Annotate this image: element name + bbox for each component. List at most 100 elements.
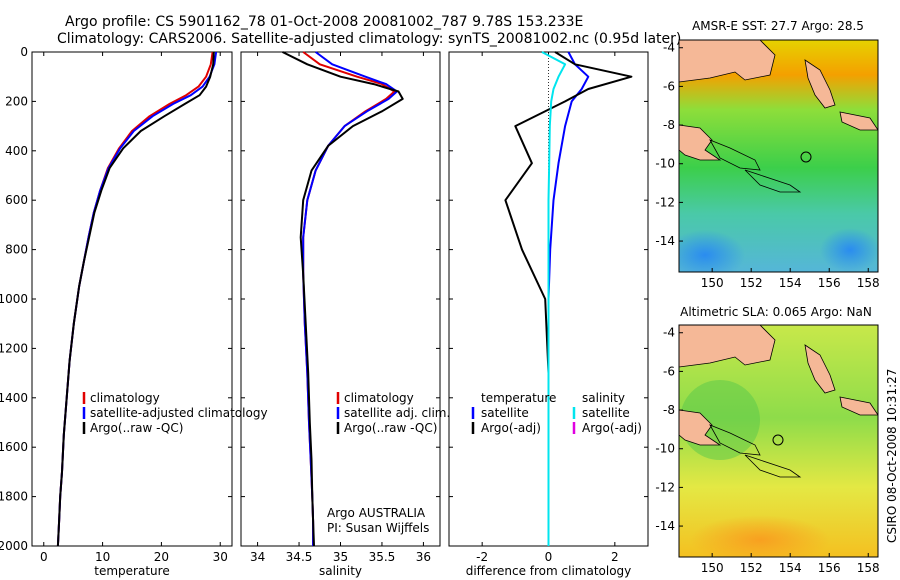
sst-coastline [744,169,802,193]
legend-label: climatology [90,391,160,405]
sst-cold-region [820,228,878,272]
sla-map-title: Altimetric SLA: 0.065 Argo: NaN [680,305,872,319]
legend-label: satellite adj. clim. [344,406,450,420]
x-tick-label: 34 [250,550,265,564]
y-tick-label: 1000 [0,292,28,306]
salinity-series-argo-raw-qc- [282,51,404,547]
legend-label: Argo(..raw -QC) [344,421,437,435]
x-tick-label: 0 [545,550,553,564]
y-tick-label: 2000 [0,539,28,553]
temperature-panel: 0 10 20 30 0 200 400 600 800 1000 1200 1400 1600 1800… [0,45,233,578]
y-tick-label: 200 [5,94,28,108]
map-y-tick-label: -6 [663,79,675,93]
sla-map: Altimetric SLA: 0.065 Argo: NaN 150 152 15… [655,305,879,575]
y-tick-label: 600 [5,193,28,207]
salinity-legend: climatology satellite adj. clim. Argo(..… [327,391,450,535]
difference-series-temperature-argo-adj- [504,51,633,546]
argo-program-label: Argo AUSTRALIA [327,506,426,520]
y-tick-label: 1200 [0,341,28,355]
y-tick-label: 800 [5,243,28,257]
legend-label: satellite [481,406,529,420]
map-y-tick-label: -4 [663,41,675,55]
map-y-tick-label: -10 [655,157,675,171]
sst-land-newireland [804,59,836,109]
argo-pi-label: PI: Susan Wijffels [327,521,429,535]
x-tick-label: 34.5 [286,550,313,564]
sst-land-bougainville [839,111,878,131]
sla-high-region [690,515,830,557]
sst-map: AMSR-E SST: 27.7 Argo: 28.5 150 152 154 156… [655,19,879,290]
sla-land-newireland [804,344,836,394]
map-y-tick-label: -14 [655,519,675,533]
difference-series-temperature-satellite [547,51,590,546]
legend-label: satellite [582,406,630,420]
y-tick-label: 0 [20,45,28,59]
sst-map-title: AMSR-E SST: 27.7 Argo: 28.5 [692,19,864,33]
legend-group-title-salinity: salinity [582,391,625,405]
x-tick-label: 20 [154,550,169,564]
salinity-series-climatology [302,51,396,546]
legend-label: Argo(-adj) [582,421,642,435]
y-tick-label: 1400 [0,391,28,405]
map-x-tick-label: 154 [779,561,802,575]
legend-label: Argo(..raw -QC) [90,421,183,435]
map-y-tick-label: -12 [655,480,675,494]
salinity-series-satellite-adj-clim- [302,51,398,546]
figure-title-line1: Argo profile: CS 5901162_78 01-Oct-2008 … [65,14,583,30]
sla-land-bougainville [839,396,878,416]
map-y-tick-label: -12 [655,195,675,209]
legend-label: satellite-adjusted climatology [90,406,268,420]
map-y-tick-label: -4 [663,326,675,340]
y-tick-label: 1600 [0,440,28,454]
x-tick-label: 10 [95,550,110,564]
sla-argo-marker [772,434,784,446]
sla-coastline [709,424,761,456]
sst-land-papuan-tail [679,124,722,161]
temperature-series-argo-raw-qc- [56,51,215,547]
temperature-x-axis-label: temperature [94,564,169,578]
map-x-tick-label: 156 [818,561,841,575]
temperature-series-climatology [56,51,214,547]
map-x-tick-label: 150 [701,561,724,575]
temperature-legend: climatology satellite-adjusted climatolo… [82,391,268,435]
map-y-tick-label: -14 [655,234,675,248]
map-x-tick-label: 158 [857,276,880,290]
sla-land-papuan-tail [679,409,722,446]
x-tick-label: 0 [40,550,48,564]
difference-x-axis-label: difference from climatology [466,564,632,578]
salinity-axes-frame [240,51,441,547]
y-tick-label: 400 [5,144,28,158]
sst-argo-marker [800,151,812,163]
map-x-tick-label: 156 [818,276,841,290]
sla-map-ticks: 150 152 154 156 158 -4 -6 -8 -10 -12 -14 [655,326,879,575]
sst-map-ticks: 150 152 154 156 158 -4 -6 -8 -10 -12 -14 [655,41,879,290]
legend-label: climatology [344,391,414,405]
map-y-tick-label: -6 [663,364,675,378]
map-y-tick-label: -10 [655,442,675,456]
credit-timestamp: CSIRO 08-Oct-2008 10:31:27 [885,369,899,543]
sst-cold-region [679,230,745,272]
y-tick-label: 1800 [0,490,28,504]
salinity-panel: 34 34.5 35 35.5 36 salinity [240,51,441,578]
x-tick-label: 35 [333,550,348,564]
x-tick-label: -2 [476,550,488,564]
difference-series-salinity-satellite [541,51,567,546]
sla-map-frame [678,324,879,558]
x-tick-label: 36 [416,550,431,564]
x-tick-label: 30 [213,550,228,564]
sla-coastline [744,454,802,478]
legend-label: Argo(-adj) [481,421,541,435]
legend-group-title-temperature: temperature [481,391,556,405]
sst-land-png [679,40,776,83]
sst-map-frame [678,39,879,273]
map-x-tick-label: 150 [701,276,724,290]
map-x-tick-label: 154 [779,276,802,290]
salinity-x-axis-label: salinity [319,564,362,578]
map-x-tick-label: 152 [740,561,763,575]
x-tick-label: 35.5 [369,550,396,564]
sst-coastline [709,139,761,171]
map-x-tick-label: 158 [857,561,880,575]
figure-title-line2: Climatology: CARS2006. Satellite-adjuste… [57,31,681,47]
